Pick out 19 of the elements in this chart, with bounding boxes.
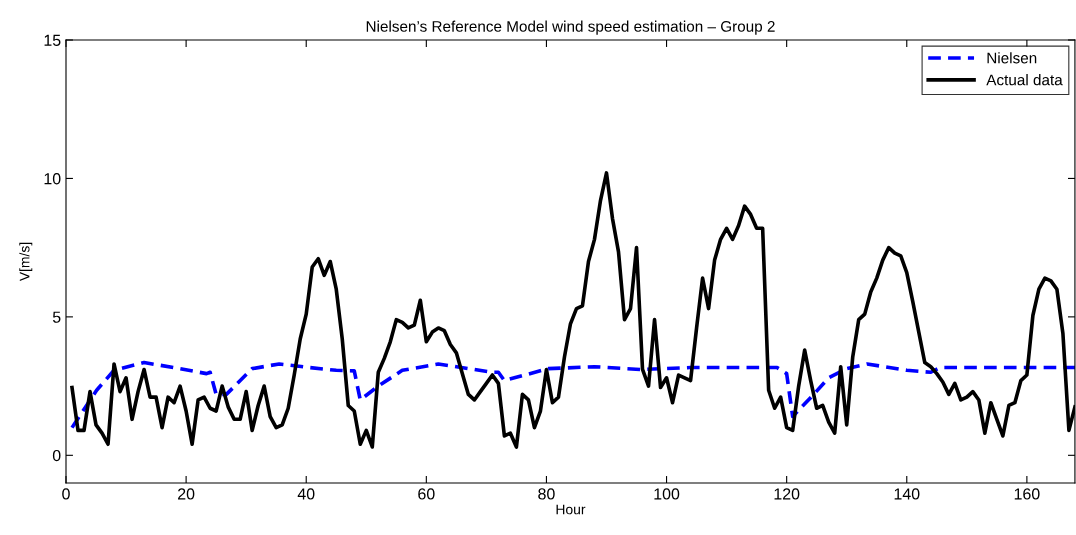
y-tick-label: 10 — [44, 173, 61, 185]
x-tick-label: 60 — [418, 488, 435, 500]
x-tick-label: 140 — [894, 488, 920, 500]
x-tick-label: 80 — [538, 488, 555, 500]
legend-label: Actual data — [986, 74, 1063, 86]
x-axis-title: Hour — [556, 504, 586, 515]
x-tick-label: 0 — [62, 488, 70, 500]
y-tick-label: 15 — [44, 34, 61, 46]
y-tick-label: 5 — [52, 311, 61, 323]
legend-label: Nielsen — [987, 52, 1037, 64]
x-tick-label: 120 — [774, 488, 800, 500]
chart-title: Nielsen’s Reference Model wind speed estimation – Group 2 — [366, 20, 775, 35]
x-tick-label: 160 — [1014, 488, 1040, 500]
x-tick-label: 100 — [654, 488, 680, 500]
y-tick-label: 0 — [52, 449, 61, 462]
x-tick-label: 40 — [297, 488, 315, 500]
line-series — [70, 360, 1075, 430]
y-axis-title: V[m/s] — [19, 242, 33, 282]
x-tick-label: 20 — [178, 488, 195, 500]
